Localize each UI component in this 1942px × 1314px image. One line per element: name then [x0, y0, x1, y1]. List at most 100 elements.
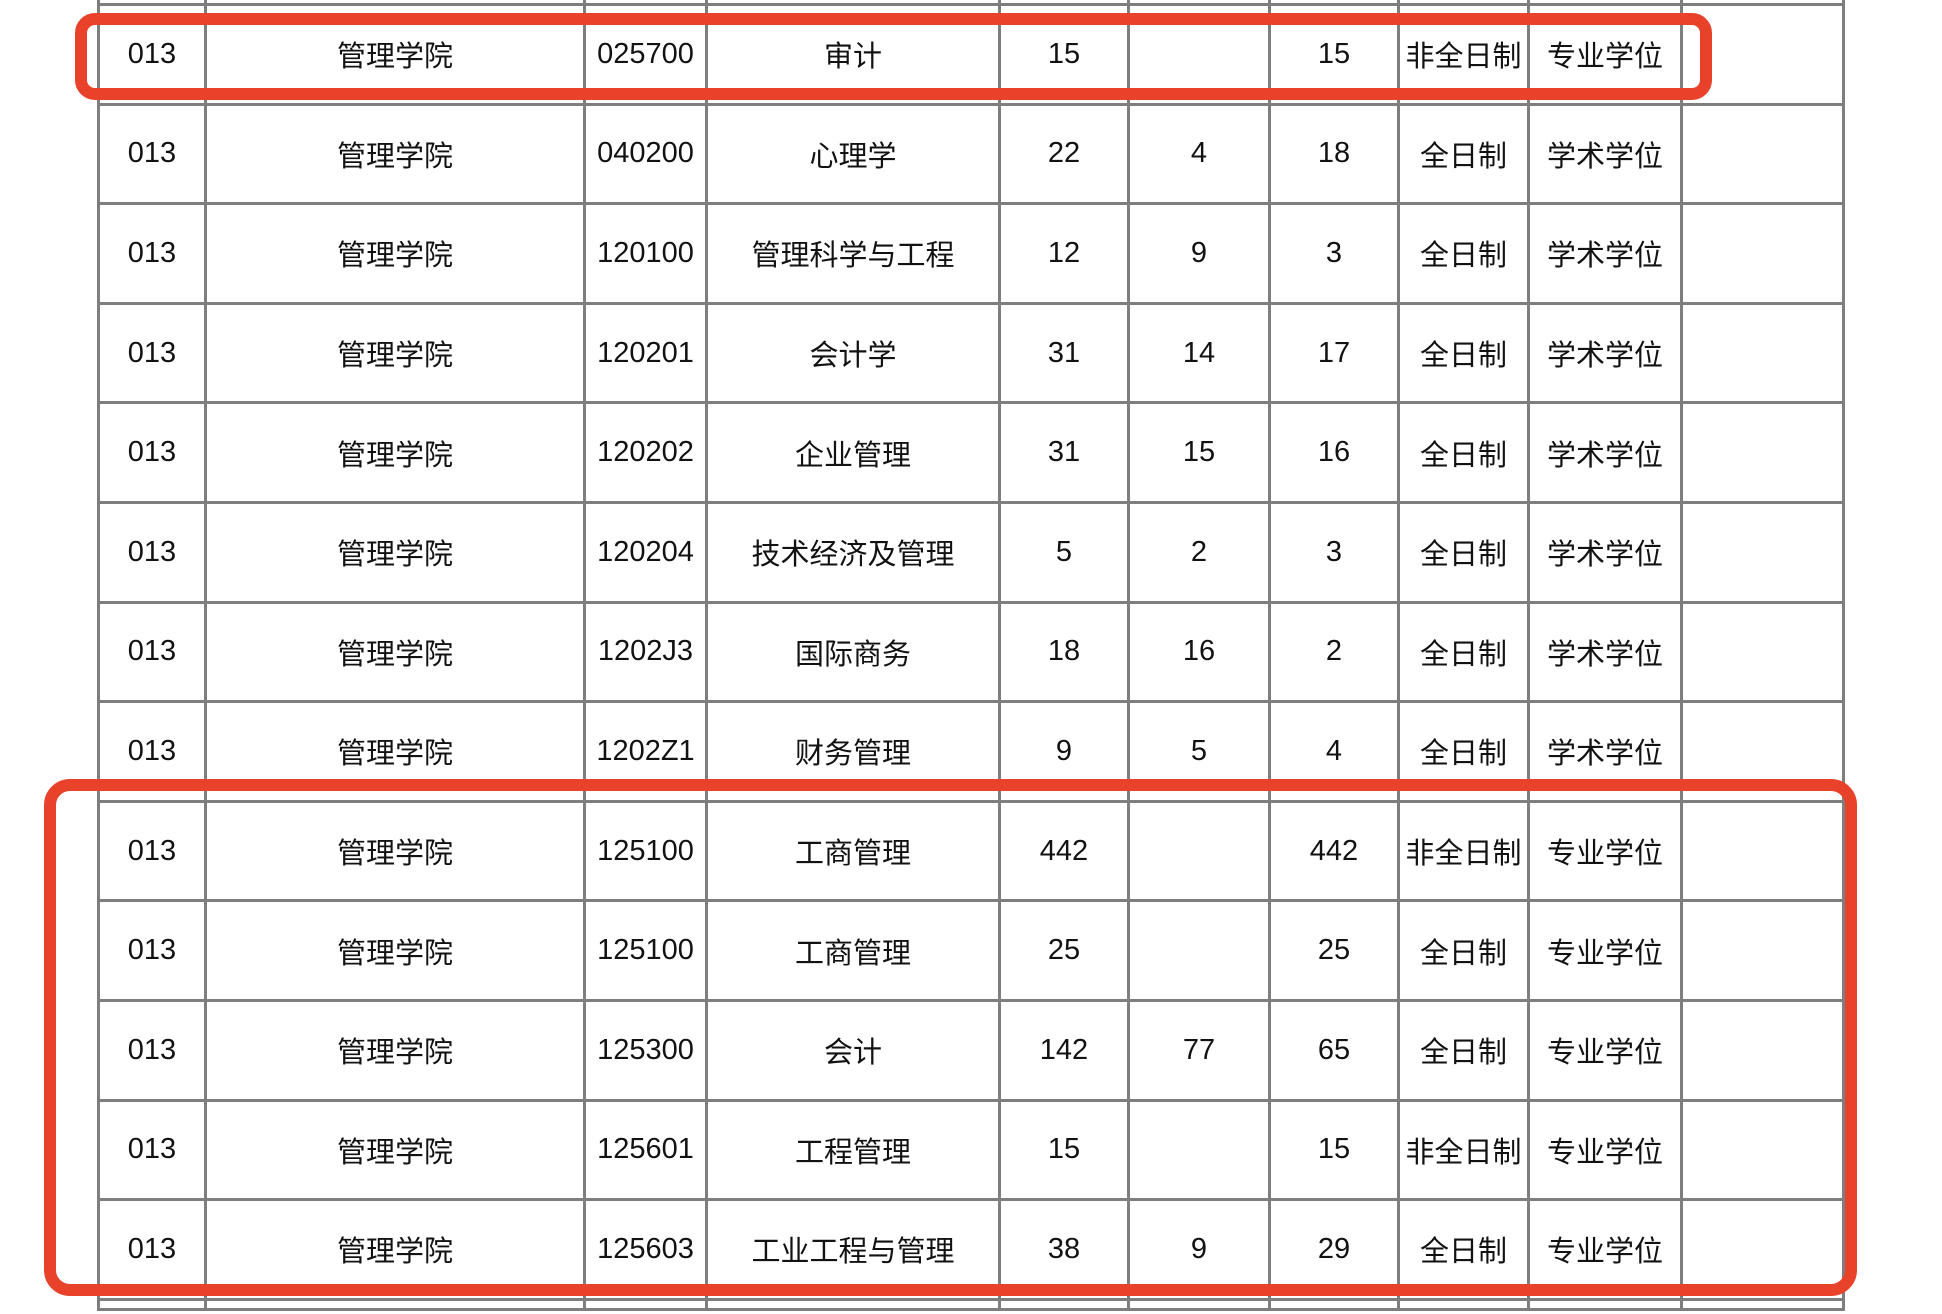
table-cell: 18	[998, 600, 1130, 704]
table-cell: 38	[998, 1198, 1130, 1301]
table-cell: 财务管理	[705, 700, 1001, 803]
table-cell	[1680, 500, 1845, 604]
table-cell: 9	[998, 700, 1130, 803]
table-cell: 013	[97, 301, 207, 405]
table-cell	[1680, 0, 1845, 6]
table-cell	[1680, 1297, 1845, 1311]
table-cell: 013	[97, 401, 207, 504]
table-row: 013 管理学院 120204 技术经济及管理 5 2 3 全日制 学术学位	[97, 500, 1845, 604]
table-cell: 013	[97, 3, 207, 106]
table-cell: 全日制	[1397, 301, 1530, 405]
table-cell: 013	[97, 102, 207, 206]
table-row: 013 管理学院 125601 工程管理 15 15 非全日制 专业学位	[97, 1098, 1845, 1202]
table-row: 013 管理学院 125300 会计 142 77 65 全日制 专业学位	[97, 998, 1845, 1102]
table-cell: 013	[97, 899, 207, 1002]
table-cell: 管理学院	[204, 998, 586, 1102]
table-cell: 审计	[705, 3, 1001, 106]
table-cell: 4	[1127, 102, 1271, 206]
table-cell: 4	[1268, 700, 1400, 803]
table-cell: 管理学院	[204, 202, 586, 305]
table-cell	[1127, 3, 1271, 106]
table-cell	[1127, 799, 1271, 903]
table-cell	[204, 1297, 586, 1311]
admissions-table: 013 管理学院 025700 审计 15 15 非全日制 专业学位 013 管理学院 040200…	[97, 0, 1845, 1311]
table-cell: 25	[1268, 899, 1400, 1002]
table-cell: 管理学院	[204, 3, 586, 106]
table-cell	[1680, 1098, 1845, 1202]
table-cell	[97, 0, 207, 6]
table-row: 013 管理学院 040200 心理学 22 4 18 全日制 学术学位	[97, 102, 1845, 206]
table-cell	[1680, 899, 1845, 1002]
table-cell: 125100	[583, 899, 708, 1002]
table-cell: 学术学位	[1527, 500, 1683, 604]
table-row: 013 管理学院 1202J3 国际商务 18 16 2 全日制 学术学位	[97, 600, 1845, 704]
table-cell: 31	[998, 401, 1130, 504]
table-cell: 全日制	[1397, 998, 1530, 1102]
table-cell: 040200	[583, 102, 708, 206]
table-cell	[1127, 1098, 1271, 1202]
cut-row-bottom	[97, 1297, 1845, 1311]
cut-row-top	[97, 0, 1845, 6]
table-cell: 3	[1268, 202, 1400, 305]
table-cell: 29	[1268, 1198, 1400, 1301]
table-cell: 9	[1127, 1198, 1271, 1301]
table-cell	[1268, 0, 1400, 6]
table-cell: 1202J3	[583, 600, 708, 704]
table-cell: 全日制	[1397, 102, 1530, 206]
table-cell: 17	[1268, 301, 1400, 405]
table-cell	[1127, 1297, 1271, 1311]
table-cell: 会计学	[705, 301, 1001, 405]
table-cell	[1127, 0, 1271, 6]
table-cell	[97, 1297, 207, 1311]
table-cell: 18	[1268, 102, 1400, 206]
table-cell: 管理学院	[204, 700, 586, 803]
table-cell: 全日制	[1397, 600, 1530, 704]
table-cell	[705, 1297, 1001, 1311]
table-cell	[1680, 799, 1845, 903]
table-cell: 工商管理	[705, 799, 1001, 903]
table-row: 013 管理学院 025700 审计 15 15 非全日制 专业学位	[97, 3, 1845, 106]
table-cell: 学术学位	[1527, 102, 1683, 206]
table-row: 013 管理学院 120100 管理科学与工程 12 9 3 全日制 学术学位	[97, 202, 1845, 305]
table-cell: 非全日制	[1397, 3, 1530, 106]
table-cell	[1680, 3, 1845, 106]
table-cell: 125603	[583, 1198, 708, 1301]
table-cell	[583, 1297, 708, 1311]
table-cell: 学术学位	[1527, 700, 1683, 803]
table-cell: 全日制	[1397, 1198, 1530, 1301]
table-cell: 1202Z1	[583, 700, 708, 803]
table-cell: 全日制	[1397, 202, 1530, 305]
table-cell: 442	[1268, 799, 1400, 903]
table-cell: 管理学院	[204, 301, 586, 405]
table-cell	[1680, 600, 1845, 704]
table-cell	[1680, 202, 1845, 305]
table-cell: 2	[1268, 600, 1400, 704]
table-cell: 国际商务	[705, 600, 1001, 704]
table-cell: 77	[1127, 998, 1271, 1102]
table-cell: 16	[1268, 401, 1400, 504]
table-cell: 013	[97, 500, 207, 604]
admissions-table-body: 013 管理学院 025700 审计 15 15 非全日制 专业学位 013 管理学院 040200…	[97, 0, 1845, 1311]
table-cell: 013	[97, 202, 207, 305]
table-row: 013 管理学院 1202Z1 财务管理 9 5 4 全日制 学术学位	[97, 700, 1845, 803]
table-cell: 14	[1127, 301, 1271, 405]
table-cell: 013	[97, 1098, 207, 1202]
table-cell: 31	[998, 301, 1130, 405]
table-cell: 专业学位	[1527, 1198, 1683, 1301]
table-cell: 16	[1127, 600, 1271, 704]
table-cell: 013	[97, 600, 207, 704]
table-cell	[1680, 102, 1845, 206]
table-cell: 非全日制	[1397, 1098, 1530, 1202]
table-cell: 管理学院	[204, 401, 586, 504]
table-cell: 013	[97, 700, 207, 803]
table-cell: 专业学位	[1527, 799, 1683, 903]
table-cell: 管理科学与工程	[705, 202, 1001, 305]
table-row: 013 管理学院 125100 工商管理 25 25 全日制 专业学位	[97, 899, 1845, 1002]
table-cell: 120202	[583, 401, 708, 504]
table-cell: 22	[998, 102, 1130, 206]
table-cell: 管理学院	[204, 500, 586, 604]
table-cell: 5	[998, 500, 1130, 604]
table-cell: 013	[97, 998, 207, 1102]
table-cell	[1127, 899, 1271, 1002]
